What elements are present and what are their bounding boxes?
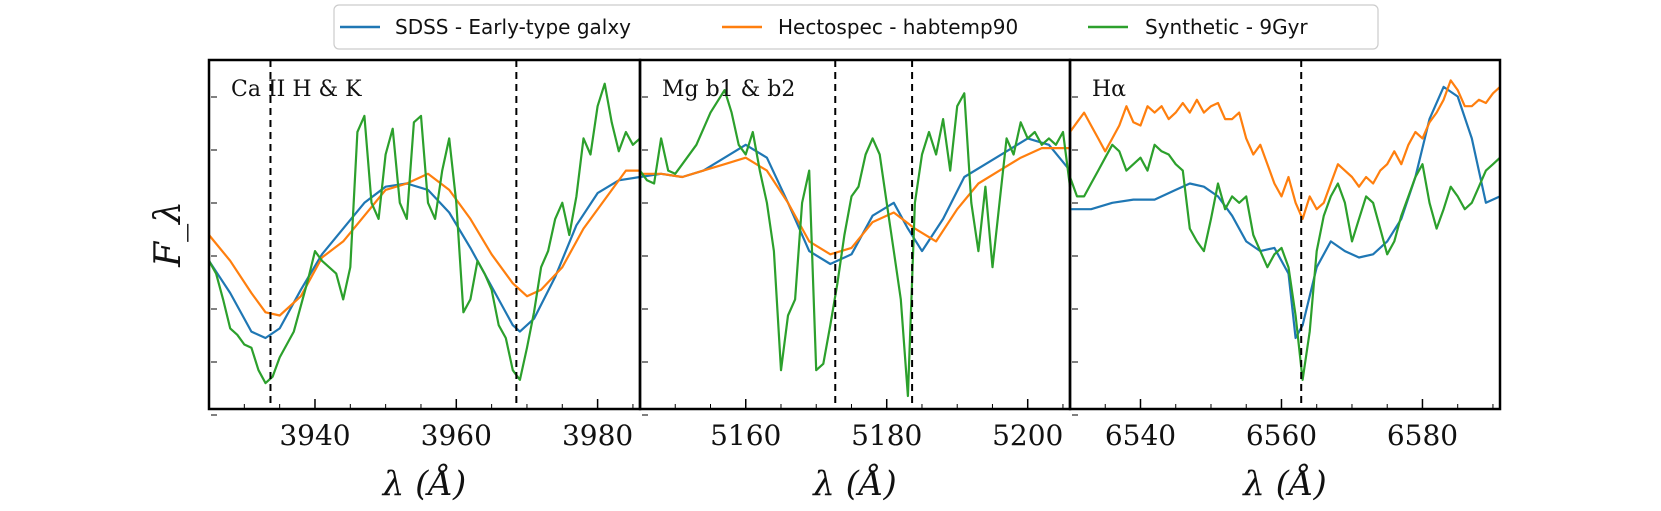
panel-1-xtick-label-2: 3960	[421, 419, 492, 452]
panel-3-x-axis-label: λ (Å)	[1241, 463, 1326, 504]
panel-3-xtick-label-3: 6580	[1387, 419, 1458, 452]
panel-1-title: Ca II H & K	[231, 77, 362, 102]
panel-3-series-2-line	[1069, 79, 1501, 220]
legend-label-3: Synthetic - 9Gyr	[1145, 15, 1308, 39]
panel-1-xtick-label-1: 3940	[279, 419, 350, 452]
panel-3-title: Hα	[1092, 77, 1126, 102]
panel-2-xtick-label-3: 5200	[992, 419, 1063, 452]
panel-2-frame	[638, 58, 1072, 411]
panel-2-title: Mg b1 & b2	[662, 77, 795, 102]
legend-box	[333, 4, 1379, 50]
panel-2-series-3-line	[639, 88, 1072, 398]
legend-label-2: Hectospec - habtemp90	[778, 15, 1018, 39]
panel-3-series-1-line	[1070, 85, 1501, 340]
panel-3-frame	[1068, 58, 1502, 411]
panel-2-x-axis-label: λ (Å)	[811, 463, 896, 504]
legend-label-1: SDSS - Early-type galxy	[395, 15, 631, 39]
panel-3-series-3-line	[1068, 143, 1501, 381]
panel-3-xtick-label-1: 6540	[1105, 419, 1176, 452]
panel-2-xtick-label-1: 5160	[710, 419, 781, 452]
panel-1-x-axis-label: λ (Å)	[381, 463, 466, 504]
y-axis-label: F_λ	[148, 201, 189, 268]
panel-2-series-2-line	[640, 147, 1070, 256]
panel-1-frame	[207, 58, 642, 411]
panel-1-xtick-label-3: 3980	[562, 419, 633, 452]
panel-1-series-2-line	[208, 169, 640, 317]
panel-3-xtick-label-2: 6560	[1246, 419, 1317, 452]
panel-1-series-3-line	[208, 82, 641, 385]
panel-2-xtick-label-2: 5180	[851, 419, 922, 452]
